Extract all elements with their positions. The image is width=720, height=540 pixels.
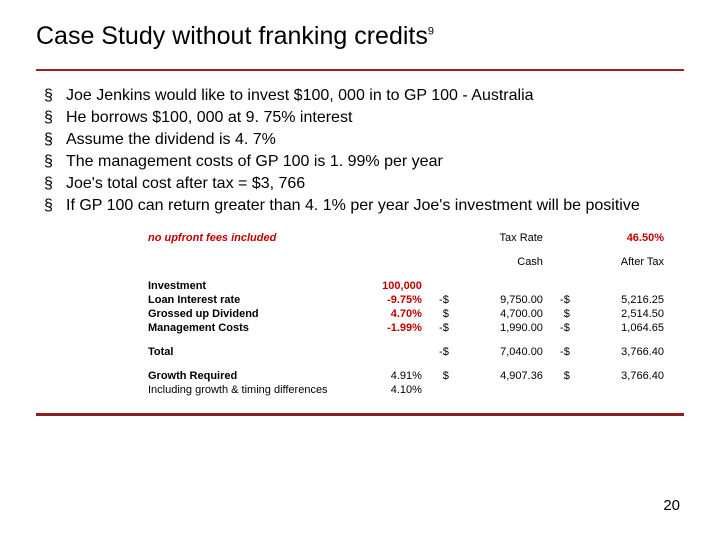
financial-table: no upfront fees included Tax Rate 46.50%… — [146, 231, 666, 397]
incl-label: Including growth & timing differences — [146, 383, 352, 397]
tax-rate-label: Tax Rate — [424, 231, 545, 245]
row-at-val: 1,064.65 — [572, 321, 666, 335]
row-at-sign: -$ — [545, 321, 572, 335]
bullet-list: Joe Jenkins would like to invest $100, 0… — [44, 85, 684, 217]
bullet-text: He borrows $100, 000 at 9. 75% interest — [66, 109, 352, 126]
row-label: Management Costs — [146, 321, 352, 335]
row-at-val — [572, 279, 666, 293]
growth-cash-val: 4,907.36 — [451, 369, 545, 383]
total-cash-sign: -$ — [424, 345, 451, 359]
row-pct: 4.70% — [352, 307, 424, 321]
row-pct: -9.75% — [352, 293, 424, 307]
page-number: 20 — [663, 497, 680, 514]
list-item: The management costs of GP 100 is 1. 99%… — [44, 151, 684, 173]
bullet-text: Joe's total cost after tax = $3, 766 — [66, 175, 305, 192]
page-title: Case Study without franking credits9 — [36, 22, 684, 51]
growth-pct: 4.91% — [352, 369, 424, 383]
tax-rate-value: 46.50% — [545, 231, 666, 245]
growth-at-val: 3,766.40 — [572, 369, 666, 383]
title-text: Case Study without franking credits — [36, 22, 428, 50]
row-cash-sign: $ — [424, 307, 451, 321]
list-item: He borrows $100, 000 at 9. 75% interest — [44, 107, 684, 129]
row-cash-sign — [424, 279, 451, 293]
list-item: Joe's total cost after tax = $3, 766 — [44, 173, 684, 195]
row-cash-val: 1,990.00 — [451, 321, 545, 335]
bottom-rule — [36, 413, 684, 416]
growth-label: Growth Required — [146, 369, 352, 383]
table-incl-row: Including growth & timing differences 4.… — [146, 383, 666, 397]
bullet-text: The management costs of GP 100 is 1. 99%… — [66, 153, 443, 170]
title-superscript: 9 — [428, 26, 434, 38]
list-item: Joe Jenkins would like to invest $100, 0… — [44, 85, 684, 107]
row-at-sign — [545, 279, 572, 293]
table-row: Investment 100,000 — [146, 279, 666, 293]
row-at-sign: -$ — [545, 293, 572, 307]
total-label: Total — [146, 345, 352, 359]
row-pct: -1.99% — [352, 321, 424, 335]
table-row: Grossed up Dividend 4.70% $ 4,700.00 $ 2… — [146, 307, 666, 321]
list-item: Assume the dividend is 4. 7% — [44, 129, 684, 151]
total-cash-val: 7,040.00 — [451, 345, 545, 359]
total-at-val: 3,766.40 — [572, 345, 666, 359]
incl-pct: 4.10% — [352, 383, 424, 397]
bullet-text: Joe Jenkins would like to invest $100, 0… — [66, 87, 534, 104]
bullet-text: If GP 100 can return greater than 4. 1% … — [66, 197, 640, 214]
table-row: Management Costs -1.99% -$ 1,990.00 -$ 1… — [146, 321, 666, 335]
growth-at-sign: $ — [545, 369, 572, 383]
row-label: Loan Interest rate — [146, 293, 352, 307]
list-item: If GP 100 can return greater than 4. 1% … — [44, 195, 684, 217]
row-at-sign: $ — [545, 307, 572, 321]
col-cash: Cash — [424, 255, 545, 269]
growth-cash-sign: $ — [424, 369, 451, 383]
slide: Case Study without franking credits9 Joe… — [0, 0, 720, 540]
table-total-row: Total -$ 7,040.00 -$ 3,766.40 — [146, 345, 666, 359]
row-at-val: 2,514.50 — [572, 307, 666, 321]
row-cash-val — [451, 279, 545, 293]
table-row: Loan Interest rate -9.75% -$ 9,750.00 -$… — [146, 293, 666, 307]
bullet-text: Assume the dividend is 4. 7% — [66, 131, 276, 148]
header-note: no upfront fees included — [146, 231, 352, 245]
row-cash-val: 9,750.00 — [451, 293, 545, 307]
row-label: Grossed up Dividend — [146, 307, 352, 321]
col-after-tax: After Tax — [545, 255, 666, 269]
row-at-val: 5,216.25 — [572, 293, 666, 307]
row-pct: 100,000 — [352, 279, 424, 293]
table-header-row: no upfront fees included Tax Rate 46.50% — [146, 231, 666, 245]
total-at-sign: -$ — [545, 345, 572, 359]
top-rule — [36, 69, 684, 71]
table-col-header-row: Cash After Tax — [146, 255, 666, 269]
row-cash-sign: -$ — [424, 321, 451, 335]
row-cash-sign: -$ — [424, 293, 451, 307]
table-growth-row: Growth Required 4.91% $ 4,907.36 $ 3,766… — [146, 369, 666, 383]
row-cash-val: 4,700.00 — [451, 307, 545, 321]
row-label: Investment — [146, 279, 352, 293]
